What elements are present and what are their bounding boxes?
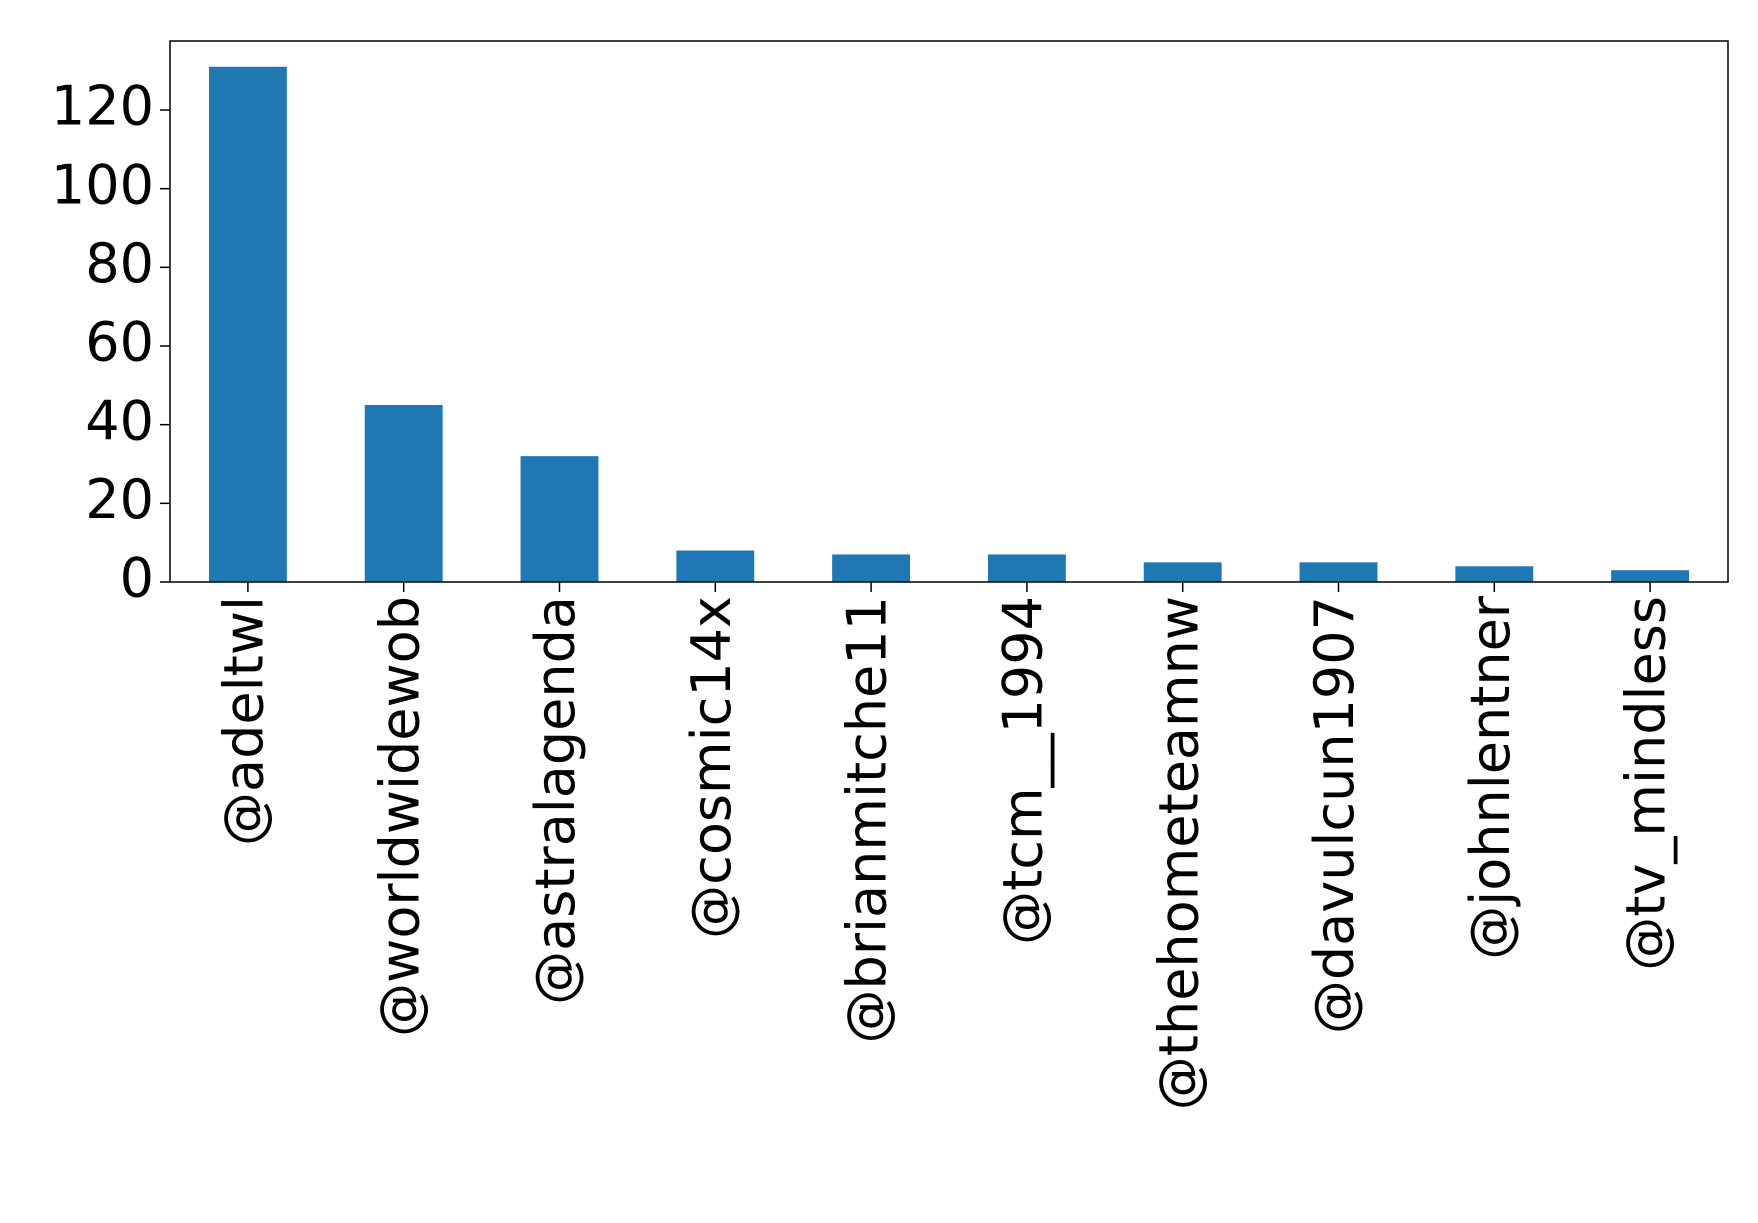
x-tick-label: @tv_mindless <box>1615 596 1678 971</box>
bar <box>520 456 599 582</box>
bar <box>1455 566 1534 582</box>
bar <box>1611 570 1690 582</box>
y-tick-label: 0 <box>120 547 154 610</box>
x-tick-label: @thehometeamnw <box>1147 596 1210 1110</box>
x-tick-label: @worldwidewob <box>368 596 431 1037</box>
y-tick-label: 80 <box>85 232 154 295</box>
x-tick-label: @davulcun1907 <box>1303 596 1366 1034</box>
y-tick-label: 60 <box>85 311 154 374</box>
x-tick-label: @brianmitche11 <box>836 596 899 1043</box>
x-tick-label: @cosmic14x <box>680 596 743 939</box>
x-tick-label: @johnlentner <box>1459 595 1522 960</box>
y-tick-label: 20 <box>85 468 154 531</box>
y-tick-label: 40 <box>85 389 154 452</box>
y-tick-label: 100 <box>51 153 154 216</box>
bar <box>832 554 911 582</box>
bar <box>987 554 1066 582</box>
y-tick-label: 120 <box>51 75 154 138</box>
bar <box>1143 562 1222 582</box>
bar <box>208 66 287 582</box>
x-tick-label: @astralagenda <box>524 596 587 1005</box>
bar <box>676 550 755 582</box>
x-tick-label: @tcm__1994 <box>992 596 1055 945</box>
bar <box>364 405 443 582</box>
bar <box>1299 562 1378 582</box>
plot-frame <box>169 40 1729 583</box>
x-tick-label: @adeltwl <box>213 596 276 846</box>
